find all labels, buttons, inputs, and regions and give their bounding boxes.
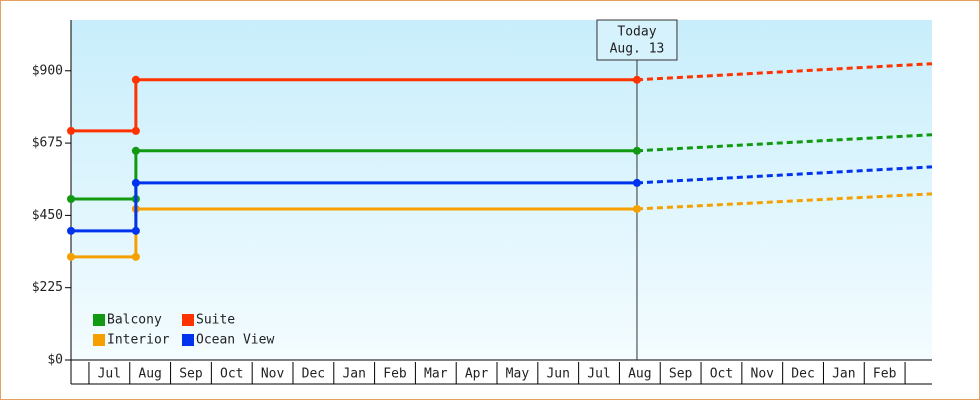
today-label: Today [617, 25, 656, 40]
point [632, 146, 641, 155]
point [632, 178, 641, 187]
legend-swatch [93, 314, 105, 326]
legend-label: Balcony [107, 313, 162, 328]
point [67, 126, 75, 135]
x-tick-label: Nov [261, 367, 285, 382]
x-tick-label: Jul [587, 367, 610, 382]
x-tick-label: Apr [465, 367, 489, 382]
x-tick-label: Sep [179, 367, 203, 382]
point [632, 204, 641, 213]
legend-swatch [93, 334, 105, 346]
point [131, 75, 140, 84]
y-tick-label: $225 [32, 280, 63, 295]
x-tick-label: Jan [342, 367, 365, 382]
plot-area [71, 20, 932, 360]
today-label: Aug. 13 [610, 42, 665, 57]
y-tick-label: $450 [32, 208, 63, 223]
legend-swatch [182, 334, 194, 346]
series-line [71, 149, 637, 201]
x-tick-label: Jul [98, 367, 121, 382]
x-tick-label: Aug [138, 367, 161, 382]
point [131, 226, 140, 235]
point [632, 75, 641, 84]
legend-swatch [182, 314, 194, 326]
x-tick-label: Dec [791, 367, 814, 382]
series-line [71, 78, 637, 133]
y-tick-label: $900 [32, 63, 63, 78]
x-tick-label: Feb [383, 367, 407, 382]
point [131, 146, 140, 155]
point [131, 252, 140, 261]
x-tick-label: Oct [710, 367, 733, 382]
point [67, 226, 75, 235]
legend-label: Suite [196, 313, 235, 328]
point [131, 126, 140, 135]
y-tick-label: $0 [47, 353, 63, 368]
x-tick-label: Sep [669, 367, 693, 382]
x-tick-label: Jun [546, 367, 569, 382]
y-tick-label: $675 [32, 136, 63, 151]
x-tick-label: Jan [832, 367, 855, 382]
legend-label: Interior [107, 333, 170, 348]
x-tick-label: Dec [302, 367, 325, 382]
point [67, 194, 75, 203]
series-line [71, 181, 637, 233]
x-tick-label: May [506, 367, 530, 382]
x-tick-label: Aug [628, 367, 651, 382]
x-tick-label: Nov [751, 367, 775, 382]
x-tick-label: Feb [873, 367, 897, 382]
x-tick-label: Mar [424, 367, 448, 382]
point [131, 178, 140, 187]
point [67, 252, 75, 261]
legend-label: Ocean View [196, 333, 274, 348]
today-box [596, 19, 678, 61]
x-tick-label: Oct [220, 367, 243, 382]
